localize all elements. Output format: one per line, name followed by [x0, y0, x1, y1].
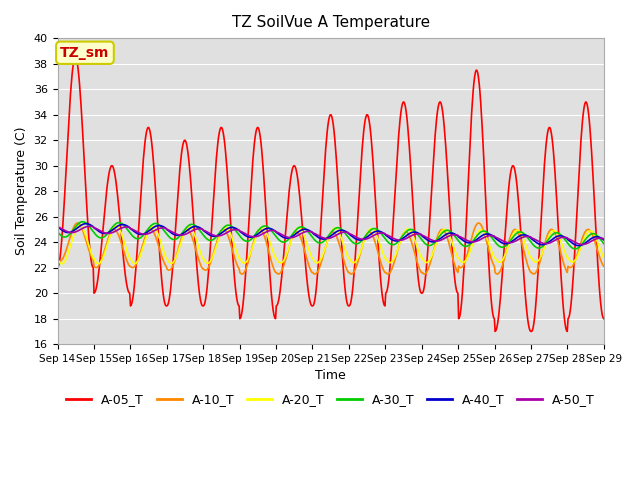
A-30_T [205, 237, 212, 243]
A-40_T [398, 236, 406, 242]
A-05_T [120, 264, 128, 270]
Line: A-20_T: A-20_T [58, 226, 604, 264]
A-40_T [575, 243, 582, 249]
A-10_T [176, 240, 184, 246]
A-30_T [414, 231, 422, 237]
A-05_T [492, 328, 499, 334]
Line: A-40_T: A-40_T [58, 224, 604, 246]
X-axis label: Time: Time [316, 370, 346, 383]
A-20_T [600, 255, 607, 261]
A-30_T [571, 246, 579, 252]
A-20_T [415, 248, 422, 253]
Y-axis label: Soil Temperature (C): Soil Temperature (C) [15, 127, 28, 255]
A-20_T [122, 242, 129, 248]
A-50_T [120, 224, 128, 230]
A-30_T [79, 219, 86, 225]
Line: A-30_T: A-30_T [58, 222, 604, 249]
Line: A-10_T: A-10_T [58, 223, 604, 274]
A-40_T [83, 221, 90, 227]
Text: TZ_sm: TZ_sm [60, 46, 109, 60]
A-05_T [600, 316, 607, 322]
A-10_T [205, 264, 212, 270]
A-40_T [54, 224, 61, 229]
A-50_T [176, 232, 184, 238]
A-05_T [71, 55, 79, 60]
A-10_T [54, 257, 61, 263]
A-50_T [600, 236, 607, 241]
A-10_T [415, 263, 422, 269]
A-40_T [600, 237, 607, 243]
A-30_T [176, 233, 184, 239]
A-20_T [58, 261, 66, 267]
A-50_T [579, 241, 586, 247]
A-30_T [398, 234, 406, 240]
Legend: A-05_T, A-10_T, A-20_T, A-30_T, A-40_T, A-50_T: A-05_T, A-10_T, A-20_T, A-30_T, A-40_T, … [61, 388, 600, 411]
A-10_T [275, 271, 282, 277]
Line: A-05_T: A-05_T [58, 58, 604, 331]
Line: A-50_T: A-50_T [58, 226, 604, 244]
A-30_T [120, 223, 128, 228]
A-05_T [398, 104, 406, 110]
A-20_T [399, 233, 406, 239]
A-20_T [177, 240, 184, 246]
A-05_T [176, 167, 184, 172]
A-05_T [205, 267, 212, 273]
A-50_T [63, 229, 71, 235]
A-50_T [414, 231, 422, 237]
A-50_T [398, 237, 406, 243]
A-20_T [205, 260, 213, 265]
A-50_T [54, 224, 61, 230]
A-20_T [54, 256, 61, 262]
A-05_T [63, 142, 71, 148]
A-30_T [63, 233, 71, 239]
A-50_T [205, 230, 212, 236]
A-40_T [176, 232, 184, 238]
A-10_T [74, 220, 81, 226]
A-20_T [65, 250, 72, 256]
A-20_T [76, 223, 83, 228]
A-40_T [205, 231, 212, 237]
Title: TZ SoilVue A Temperature: TZ SoilVue A Temperature [232, 15, 429, 30]
A-10_T [63, 243, 71, 249]
A-30_T [600, 241, 607, 247]
A-10_T [600, 264, 607, 269]
A-40_T [63, 229, 71, 235]
A-10_T [399, 232, 406, 238]
A-50_T [86, 223, 93, 229]
A-05_T [54, 265, 61, 271]
A-30_T [54, 229, 61, 235]
A-40_T [414, 230, 422, 236]
A-40_T [120, 222, 128, 228]
A-05_T [414, 270, 422, 276]
A-10_T [120, 251, 128, 256]
